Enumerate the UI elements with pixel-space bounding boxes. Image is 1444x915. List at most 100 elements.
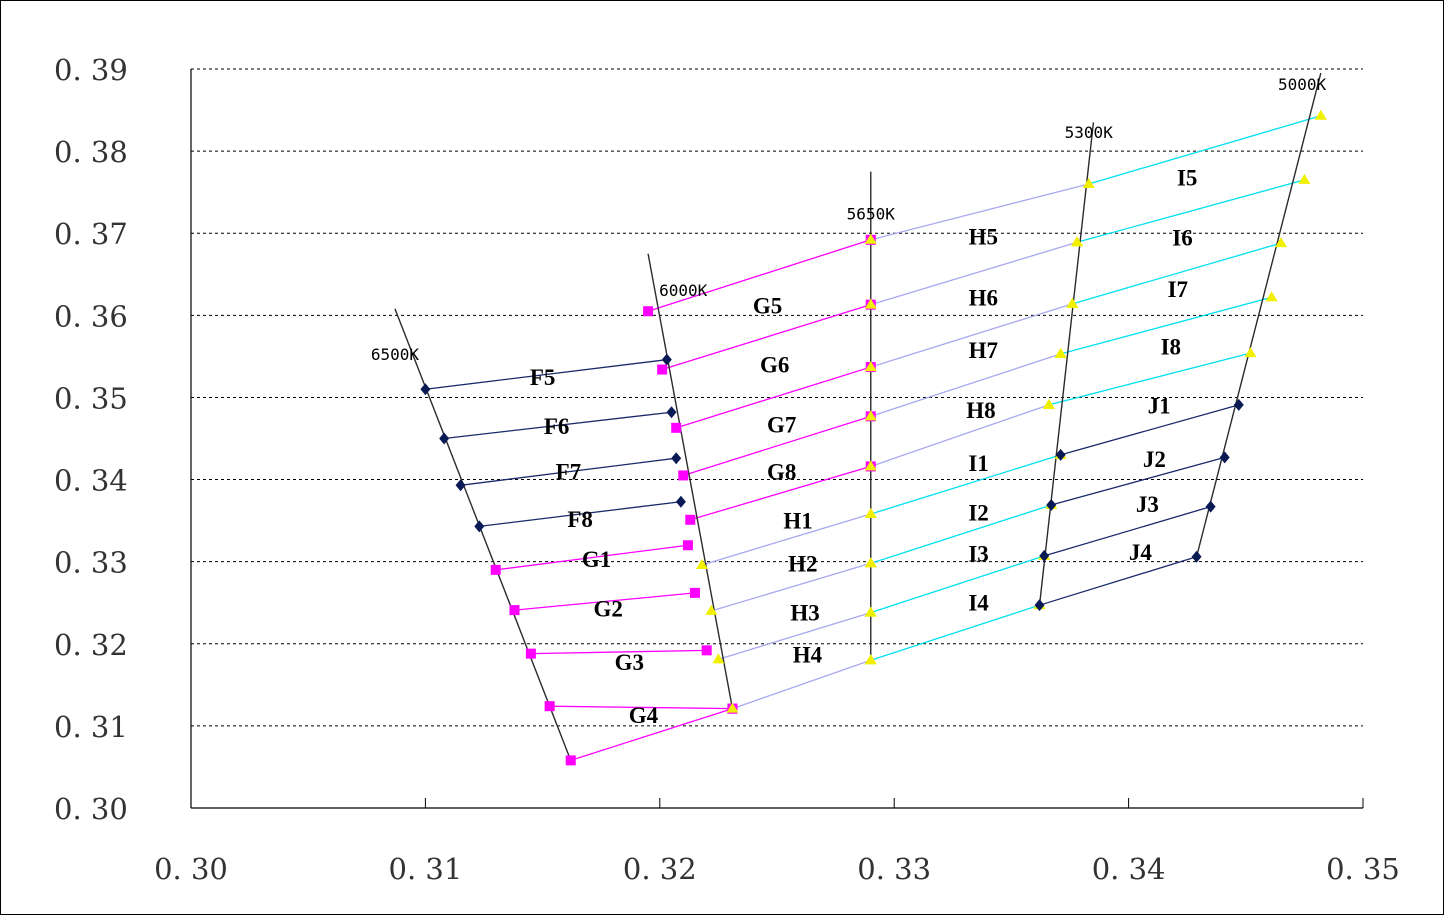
bin-label: G1 bbox=[582, 547, 611, 572]
bin-line-g bbox=[549, 705, 733, 710]
bin-label: H6 bbox=[969, 285, 998, 310]
axes bbox=[190, 69, 1364, 809]
bin-marker-triangle bbox=[1274, 237, 1287, 248]
bin-label: H8 bbox=[966, 398, 995, 423]
y-tick-label: 0. 35 bbox=[54, 381, 128, 415]
cct-line-6000k bbox=[647, 253, 734, 709]
bin-line-i bbox=[870, 604, 1040, 661]
bin-line-i bbox=[1072, 242, 1282, 305]
bin-marker-triangle bbox=[705, 604, 718, 615]
y-tick-label: 0. 38 bbox=[54, 135, 128, 169]
bin-marker-triangle bbox=[864, 508, 877, 519]
bin-marker-diamond bbox=[1205, 500, 1216, 513]
bin-label: J2 bbox=[1143, 447, 1166, 472]
bin-line-j bbox=[1060, 404, 1239, 456]
bin-label: I4 bbox=[968, 591, 989, 616]
bin-label: J4 bbox=[1129, 540, 1153, 565]
bin-line-i bbox=[870, 555, 1045, 614]
bin-marker-diamond bbox=[675, 495, 686, 508]
bin-line-i bbox=[1060, 296, 1272, 355]
bin-line-i bbox=[870, 504, 1052, 564]
bin-marker-triangle bbox=[864, 298, 877, 309]
bin-marker-triangle bbox=[1265, 291, 1278, 302]
bin-line-g bbox=[661, 304, 871, 371]
bin-marker-triangle bbox=[1314, 109, 1327, 120]
bin-line-h bbox=[711, 562, 871, 612]
bin-line-f bbox=[444, 411, 672, 440]
bin-line-g bbox=[495, 544, 689, 571]
bin-marker-triangle bbox=[712, 653, 725, 664]
bin-marker-triangle bbox=[1071, 236, 1084, 247]
cct-line-6500k bbox=[394, 308, 572, 761]
bin-label: H3 bbox=[790, 601, 819, 626]
bin-marker-triangle bbox=[1054, 347, 1067, 358]
bin-marker-square bbox=[689, 587, 700, 598]
cct-labels: 6500K 6000K 5650K 5300K 5000K bbox=[371, 75, 1327, 364]
bin-line-h bbox=[870, 404, 1050, 468]
bin-label: F8 bbox=[567, 507, 593, 532]
bin-label: F6 bbox=[544, 414, 570, 439]
bin-marker-diamond bbox=[1233, 398, 1244, 411]
x-tick-label: 0. 35 bbox=[1326, 852, 1400, 886]
bin-marker-square bbox=[544, 701, 555, 712]
y-tick-label: 0. 30 bbox=[54, 792, 128, 826]
bin-marker-triangle bbox=[864, 361, 877, 372]
bin-line-h bbox=[870, 353, 1061, 417]
cct-label: 5650K bbox=[847, 205, 896, 224]
bin-marker-square bbox=[682, 540, 693, 551]
y-tick-label: 0. 33 bbox=[54, 546, 128, 580]
x-tick-label: 0. 32 bbox=[623, 852, 697, 886]
y-tick-label: 0. 32 bbox=[54, 628, 128, 662]
bin-line-i bbox=[1048, 352, 1251, 406]
bin-line-g bbox=[570, 708, 733, 761]
bin-line-h bbox=[732, 659, 871, 710]
bin-marker-diamond bbox=[1191, 550, 1202, 563]
bin-marker-triangle bbox=[695, 558, 708, 569]
bin-marker-triangle bbox=[864, 557, 877, 568]
bin-label: H7 bbox=[969, 338, 998, 363]
bin-line-h bbox=[870, 183, 1089, 241]
y-tick-label: 0. 36 bbox=[54, 299, 128, 333]
markers bbox=[420, 109, 1327, 766]
y-tick-label: 0. 34 bbox=[54, 464, 128, 498]
y-tick-label: 0. 31 bbox=[54, 710, 128, 744]
bin-label: I5 bbox=[1177, 165, 1197, 190]
x-tick-label: 0. 34 bbox=[1092, 852, 1166, 886]
bin-marker-triangle bbox=[1042, 398, 1055, 409]
bin-marker-triangle bbox=[1244, 347, 1257, 358]
bin-marker-square bbox=[678, 470, 689, 481]
bin-line-h bbox=[701, 513, 871, 566]
cct-label: 6500K bbox=[371, 345, 420, 364]
bin-label: I8 bbox=[1161, 335, 1181, 360]
y-tick-label: 0. 37 bbox=[54, 217, 128, 251]
bin-marker-diamond bbox=[671, 452, 682, 465]
x-tick-label: 0. 30 bbox=[154, 852, 228, 886]
bin-marker-diamond bbox=[1046, 499, 1057, 512]
bin-marker-square bbox=[525, 648, 536, 659]
bin-marker-diamond bbox=[666, 406, 677, 419]
bin-label: I2 bbox=[968, 500, 988, 525]
cct-line-5300k bbox=[1038, 122, 1095, 606]
bin-line-i bbox=[870, 454, 1061, 515]
bin-marker-diamond bbox=[439, 432, 450, 445]
bin-marker-triangle bbox=[864, 410, 877, 421]
bin-label: G8 bbox=[767, 459, 796, 484]
bin-line-h bbox=[870, 303, 1073, 368]
bin-label: G3 bbox=[615, 650, 644, 675]
bin-marker-square bbox=[643, 306, 654, 317]
bin-marker-triangle bbox=[1066, 297, 1079, 308]
bin-line-f bbox=[460, 457, 677, 486]
bin-label: G4 bbox=[629, 703, 659, 728]
bin-line-g bbox=[690, 465, 871, 521]
bin-line-g bbox=[683, 415, 871, 477]
bin-label: I1 bbox=[968, 451, 988, 476]
bin-marker-diamond bbox=[1034, 599, 1045, 612]
bin-marker-square bbox=[657, 364, 668, 375]
bin-line-f bbox=[479, 501, 681, 528]
bin-label: G2 bbox=[594, 596, 623, 621]
bin-marker-triangle bbox=[864, 654, 877, 665]
bin-marker-triangle bbox=[864, 233, 877, 244]
bin-labels: F5 F6 F7 F8 G1 G2 G3 G4 G5 G6 G7 G8 H1 H2 H3 H4 H5 H6 H7 H8… bbox=[530, 165, 1198, 728]
bin-marker-triangle bbox=[726, 702, 739, 713]
bin-line-j bbox=[1051, 456, 1225, 506]
